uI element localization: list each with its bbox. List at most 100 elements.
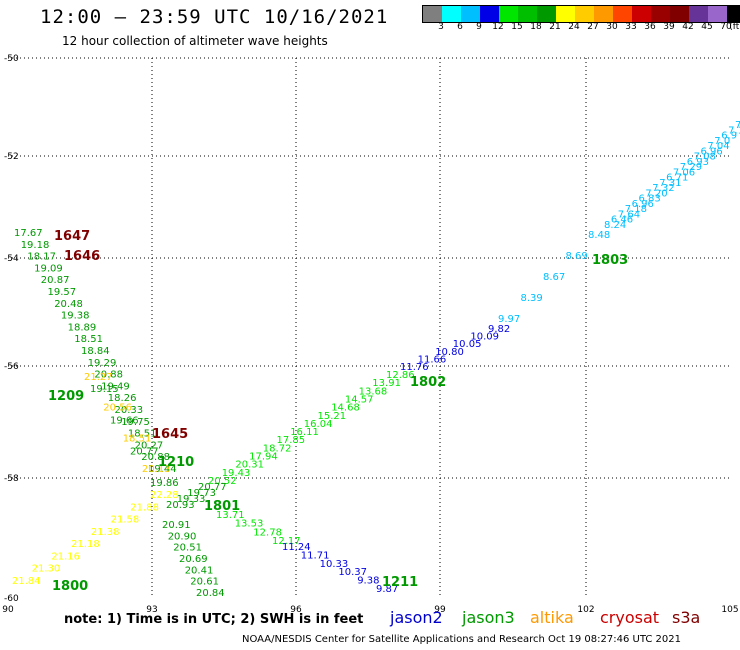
wave-height-value: 8.48: [588, 230, 610, 241]
wave-height-value: 19.73: [187, 488, 216, 499]
wave-height-value: 7.64: [618, 210, 640, 221]
wave-height-value: 8.39: [521, 293, 543, 304]
wave-height-value: 9.97: [498, 314, 520, 325]
wave-height-value: 19.43: [222, 468, 251, 479]
satellite-name: jason3: [462, 608, 515, 627]
wave-height-value: 10.33: [320, 559, 349, 570]
wave-height-value: 20.88: [141, 452, 170, 463]
wave-height-value: 10.05: [453, 339, 482, 350]
wave-height-value: 20.91: [162, 520, 191, 531]
wave-height-value: 9.82: [488, 324, 510, 335]
legend-tick-label: 12: [492, 22, 504, 32]
wave-height-value: 12.78: [253, 527, 282, 538]
legend-swatch: [537, 6, 556, 22]
wave-height-value: 7.08: [694, 152, 716, 163]
wave-height-value: 9.87: [376, 584, 398, 595]
satellite-tracks: 7.67.16.97.07.046.967.086.937.297.066.71…: [12, 120, 740, 599]
wave-height-value: 13.53: [235, 519, 264, 530]
wave-height-value: 7.32: [652, 183, 674, 194]
credit-line: NOAA/NESDIS Center for Satellite Applica…: [242, 634, 681, 645]
legend-tick-label: 15: [511, 22, 523, 32]
wave-height-value: 20.69: [179, 554, 208, 565]
wave-height-value: 20.13: [142, 464, 171, 475]
wave-height-value: 22.28: [150, 490, 179, 501]
wave-height-value: 19.09: [34, 263, 63, 274]
wave-height-value: 20.87: [41, 275, 70, 286]
pass-time-label: 1801: [204, 499, 240, 514]
wave-height-value: 20.90: [168, 531, 197, 542]
wave-height-value: 20.84: [196, 588, 225, 599]
lat-tick-label: -50: [4, 54, 19, 64]
lat-tick-label: -54: [4, 254, 19, 264]
wave-height-value: 19.29: [88, 358, 117, 369]
wave-height-value: 21.30: [32, 564, 61, 575]
wave-height-value: 20.48: [54, 299, 83, 310]
wave-height-value: 19.38: [61, 311, 90, 322]
wave-height-value: 7.6: [735, 120, 740, 131]
legend-tick-label: (ft): [729, 22, 740, 32]
legend-tick-label: 3: [438, 22, 444, 32]
lon-tick-label: 96: [290, 605, 302, 615]
wave-height-value: 10.37: [338, 567, 367, 578]
wave-height-value: 21.88: [130, 502, 159, 513]
color-legend: [422, 5, 740, 23]
pass-time-label: 1800: [52, 579, 88, 594]
wave-height-value: 20.77: [198, 482, 227, 493]
lon-tick-label: 102: [577, 605, 594, 615]
legend-swatch: [594, 6, 613, 22]
legend-swatch: [708, 6, 727, 22]
wave-height-value: 12.17: [272, 536, 301, 547]
pass-time-label: 1803: [592, 253, 628, 268]
wave-height-value: 21.58: [111, 515, 140, 526]
time-labels: 1647 1646 1645 1803 1802 1801 1800 1209 1210 1211: [48, 229, 628, 594]
satellite-name: cryosat: [600, 608, 660, 627]
wave-height-value: 16.04: [304, 419, 333, 430]
wave-height-value: 7.1: [728, 125, 740, 136]
legend-tick-label: 6: [457, 22, 463, 32]
wave-height-value: 19.15: [90, 384, 119, 395]
legend-swatch: [461, 6, 480, 22]
legend-swatch: [651, 6, 670, 22]
wave-height-value: 11.71: [301, 550, 330, 561]
wave-height-value: 20.52: [208, 476, 237, 487]
wave-height-value: 7.0: [714, 136, 730, 147]
wave-height-value: 18.17: [27, 252, 56, 263]
wave-height-value: 8.69: [566, 251, 588, 262]
wave-height-value: 7.04: [707, 141, 729, 152]
lon-tick-label: 99: [434, 605, 446, 615]
legend-tick-label: 70: [720, 22, 732, 32]
lat-tick-label: -56: [4, 362, 19, 372]
legend-swatch: [499, 6, 518, 22]
wave-height-value: 18.26: [108, 393, 137, 404]
legend-swatch: [518, 6, 537, 22]
legend-swatch: [727, 6, 740, 22]
wave-height-value: 20.93: [166, 500, 195, 511]
legend-swatch: [670, 6, 689, 22]
pass-time-label: 1211: [382, 575, 418, 590]
wave-height-value: 21.18: [71, 539, 100, 550]
lon-tick-label: 93: [146, 605, 157, 615]
wave-height-value: 18.84: [81, 346, 110, 357]
wave-height-value: 6.83: [639, 194, 661, 205]
wave-height-value: 20.56: [103, 403, 132, 414]
wave-height-value: 6.93: [687, 157, 709, 168]
legend-swatch: [632, 6, 651, 22]
satellite-name: altika: [530, 608, 574, 627]
wave-height-value: 19.86: [150, 478, 179, 489]
wave-height-value: 14.57: [345, 395, 374, 406]
wave-height-value: 17.94: [249, 452, 278, 463]
legend-swatch: [480, 6, 499, 22]
wave-height-value: 21.16: [51, 551, 80, 562]
wave-height-value: 20.33: [115, 405, 144, 416]
legend-tick-label: 42: [682, 22, 694, 32]
grid-lines: [8, 57, 730, 598]
wave-height-value: 20.41: [185, 565, 214, 576]
wave-height-value: 7.20: [645, 188, 667, 199]
pass-time-label: 1210: [158, 455, 194, 470]
wave-height-value: 7.18: [625, 204, 647, 215]
legend-swatch: [423, 6, 442, 22]
legend-tick-label: 36: [644, 22, 656, 32]
wave-height-value: 17.85: [277, 435, 306, 446]
wave-height-value: 19.49: [101, 381, 130, 392]
